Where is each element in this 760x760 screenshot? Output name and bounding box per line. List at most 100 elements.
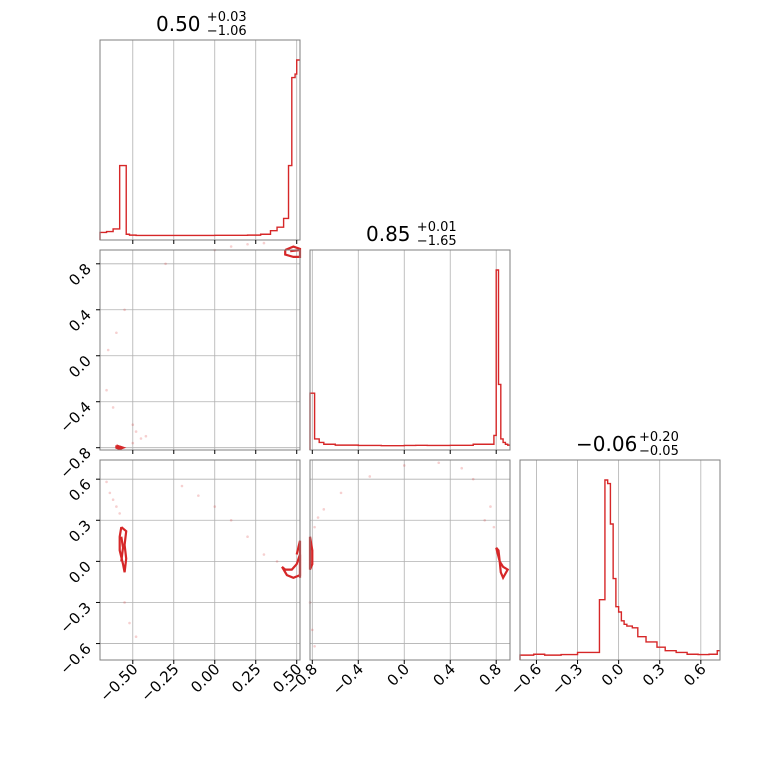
sample-point (213, 505, 217, 508)
panel-bg (520, 460, 720, 660)
sample-point (322, 508, 326, 511)
y-tick-label: 0.0 (65, 557, 95, 587)
sample-point (118, 512, 121, 515)
sample-point (313, 525, 316, 529)
sample-point (128, 621, 131, 625)
sample-point (246, 535, 249, 539)
panel-title-minus: −1.06 (207, 24, 247, 39)
x-tick-label: −0.4 (329, 660, 367, 698)
y-tick-label: −0.6 (56, 640, 94, 678)
sample-point (180, 484, 184, 488)
panel-frame (99, 459, 301, 661)
y-tick-label: 0.8 (65, 260, 95, 290)
sample-point (111, 406, 115, 409)
x-tick-label: 0.8 (475, 660, 505, 690)
hist-panel-1: 0.85 +0.01−1.65 (309, 220, 511, 454)
sample-point (310, 628, 314, 632)
panel-title-plus: +0.20 (639, 430, 679, 445)
hist-line (309, 269, 510, 450)
panel-bg (100, 460, 300, 660)
panel-frame (309, 249, 511, 451)
sample-point (437, 461, 441, 465)
sample-point (246, 242, 249, 246)
panel-title-plus: +0.01 (417, 220, 457, 235)
y-tick-label: 0.4 (65, 306, 95, 336)
sample-point (368, 475, 372, 478)
sample-point (229, 518, 233, 522)
panel-title-value: −0.06 (576, 432, 637, 456)
sample-point (144, 434, 148, 438)
sample-point (108, 491, 112, 495)
sample-point (123, 308, 126, 312)
sample-point (339, 491, 343, 495)
sample-point (313, 645, 316, 648)
sample-point (106, 348, 110, 352)
x-tick-label: −0.50 (96, 660, 141, 705)
contour-line (115, 444, 127, 451)
contour-line (118, 526, 128, 573)
sample-point (131, 441, 135, 445)
sample-point (105, 480, 108, 484)
panel-title-plus: +0.03 (207, 10, 247, 25)
panel-title-minus: −0.05 (639, 444, 679, 459)
sample-point (262, 553, 266, 556)
sample-point (164, 262, 167, 266)
sample-point (197, 494, 200, 497)
x-tick-label: −0.25 (137, 660, 182, 705)
sample-point (316, 516, 320, 519)
sample-point (139, 437, 143, 440)
pair-panel-1-0 (96, 241, 302, 454)
panel-frame (99, 249, 301, 451)
sample-point (134, 430, 138, 433)
panel-frame (99, 39, 301, 241)
sample-point (460, 466, 464, 470)
panel-bg (100, 40, 300, 240)
x-tick-label: −0.3 (548, 660, 586, 698)
y-tick-label: 0.3 (65, 516, 95, 546)
hist-line (99, 59, 300, 240)
y-tick-label: −0.3 (56, 599, 94, 637)
hist-panel-2: −0.06 +0.20−0.05 (519, 430, 721, 664)
y-tick-label: 0.0 (65, 352, 95, 382)
x-tick-label: −0.6 (507, 660, 545, 698)
panel-bg (310, 460, 510, 660)
sample-point (111, 498, 115, 502)
y-tick-label: −0.8 (56, 444, 94, 482)
x-tick-label: 0.4 (429, 660, 459, 690)
x-tick-label: 0.0 (383, 660, 413, 690)
sample-point (134, 635, 138, 639)
contour-line (495, 546, 510, 581)
x-tick-label: 0.25 (228, 660, 264, 696)
sample-point (275, 560, 279, 563)
pair-panel-2-0 (96, 459, 302, 664)
sample-point (115, 331, 118, 335)
sample-point (105, 388, 108, 392)
x-tick-label: 0.0 (598, 660, 628, 690)
sample-point (123, 601, 126, 604)
hist-panel-0: 0.50 +0.03−1.06 (99, 10, 301, 244)
sample-point (229, 245, 233, 248)
sample-point (471, 477, 475, 481)
panel-title-minus: −1.65 (417, 234, 457, 249)
sample-point (483, 518, 487, 522)
hist-line (519, 479, 720, 660)
x-tick-label: 0.6 (680, 660, 710, 690)
x-tick-label: 0.3 (639, 660, 669, 690)
sample-point (489, 505, 492, 508)
sample-point (492, 525, 496, 529)
panel-frame (519, 459, 721, 661)
sample-point (262, 241, 266, 245)
contour-line (120, 536, 125, 562)
x-tick-label: 0.00 (187, 660, 223, 696)
sample-point (131, 423, 135, 427)
pair-panel-2-1 (308, 459, 511, 664)
sample-point (115, 505, 118, 508)
panel-title-value: 0.85 (366, 222, 411, 246)
panel-title-value: 0.50 (156, 12, 201, 36)
sample-point (402, 464, 406, 467)
panel-bg (310, 250, 510, 450)
panel-bg (100, 250, 300, 450)
panel-frame (309, 459, 511, 661)
y-tick-label: −0.4 (56, 398, 94, 436)
